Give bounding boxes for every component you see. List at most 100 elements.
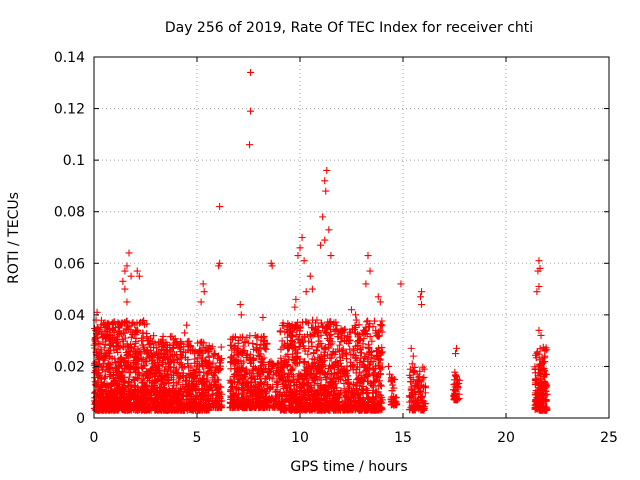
data-point [295, 359, 303, 367]
data-point [387, 378, 395, 386]
data-point [419, 383, 427, 391]
data-point [247, 393, 255, 401]
data-point [356, 349, 364, 357]
data-point [199, 344, 207, 352]
data-point [208, 400, 216, 408]
data-point [116, 320, 124, 328]
data-point [294, 336, 302, 344]
data-point [175, 343, 183, 351]
data-points [90, 68, 551, 414]
data-point [227, 378, 235, 386]
data-point [183, 321, 191, 329]
data-point [186, 389, 194, 397]
data-point [369, 358, 377, 366]
data-point [311, 356, 319, 364]
data-point [284, 325, 292, 333]
data-point [366, 370, 374, 378]
data-point [196, 346, 204, 354]
data-point [409, 352, 417, 360]
data-point [200, 375, 208, 383]
data-point [112, 324, 119, 332]
data-point [114, 328, 122, 336]
data-point [451, 368, 459, 376]
y-tick-label: 0.12 [54, 102, 85, 118]
data-point [198, 362, 206, 370]
data-point [397, 280, 405, 288]
data-point [378, 363, 386, 371]
data-point [287, 391, 295, 399]
data-point [417, 293, 425, 301]
data-point [318, 360, 326, 368]
data-point [300, 376, 308, 384]
data-point [269, 383, 277, 391]
data-point [101, 332, 109, 340]
data-point [374, 293, 382, 301]
data-point [137, 318, 145, 326]
data-point [228, 402, 236, 410]
data-point [177, 340, 185, 348]
data-point [116, 327, 124, 335]
data-point [236, 301, 244, 309]
data-point [280, 403, 288, 411]
data-point [242, 354, 250, 362]
data-point [292, 354, 300, 362]
data-point [374, 351, 382, 359]
plot-frame [93, 56, 610, 419]
data-point [166, 333, 174, 341]
data-point [287, 340, 295, 348]
data-point [144, 350, 152, 358]
data-point [247, 107, 255, 115]
data-point [328, 388, 336, 396]
data-point [374, 333, 382, 341]
data-point [217, 383, 225, 391]
data-point [374, 361, 382, 369]
data-point [296, 327, 304, 335]
data-point [532, 354, 540, 362]
data-point [532, 379, 540, 387]
data-point [216, 203, 224, 211]
data-point [362, 371, 370, 379]
data-point [134, 375, 142, 383]
data-point [206, 362, 214, 370]
data-point [322, 404, 330, 412]
data-point [268, 362, 276, 370]
data-point [115, 390, 123, 398]
data-point [535, 326, 543, 334]
data-point [229, 390, 237, 398]
data-point [415, 388, 423, 396]
data-point [342, 349, 350, 357]
data-point [211, 350, 219, 358]
data-point [166, 353, 174, 361]
data-point [333, 322, 341, 330]
data-point [121, 406, 129, 414]
data-point [349, 392, 357, 400]
data-point [169, 344, 177, 352]
data-point [332, 326, 340, 334]
data-point [343, 367, 351, 375]
data-point [129, 348, 137, 356]
data-point [359, 394, 367, 402]
data-point [181, 363, 189, 370]
data-point [186, 342, 194, 350]
data-point [284, 361, 292, 369]
data-point [321, 177, 329, 185]
data-point [114, 380, 122, 388]
data-point [352, 316, 360, 324]
data-point [265, 361, 273, 369]
data-point [285, 327, 293, 335]
data-point [119, 386, 127, 394]
data-point [331, 390, 339, 398]
data-point [323, 400, 331, 408]
data-point [256, 345, 264, 353]
data-point [249, 354, 257, 362]
data-point [232, 399, 240, 407]
data-point [294, 374, 302, 382]
data-point [123, 340, 131, 348]
data-point [247, 359, 255, 367]
data-point [198, 385, 206, 393]
data-point [137, 388, 145, 396]
data-point [192, 372, 200, 380]
data-point [407, 344, 415, 352]
data-point [110, 329, 118, 337]
